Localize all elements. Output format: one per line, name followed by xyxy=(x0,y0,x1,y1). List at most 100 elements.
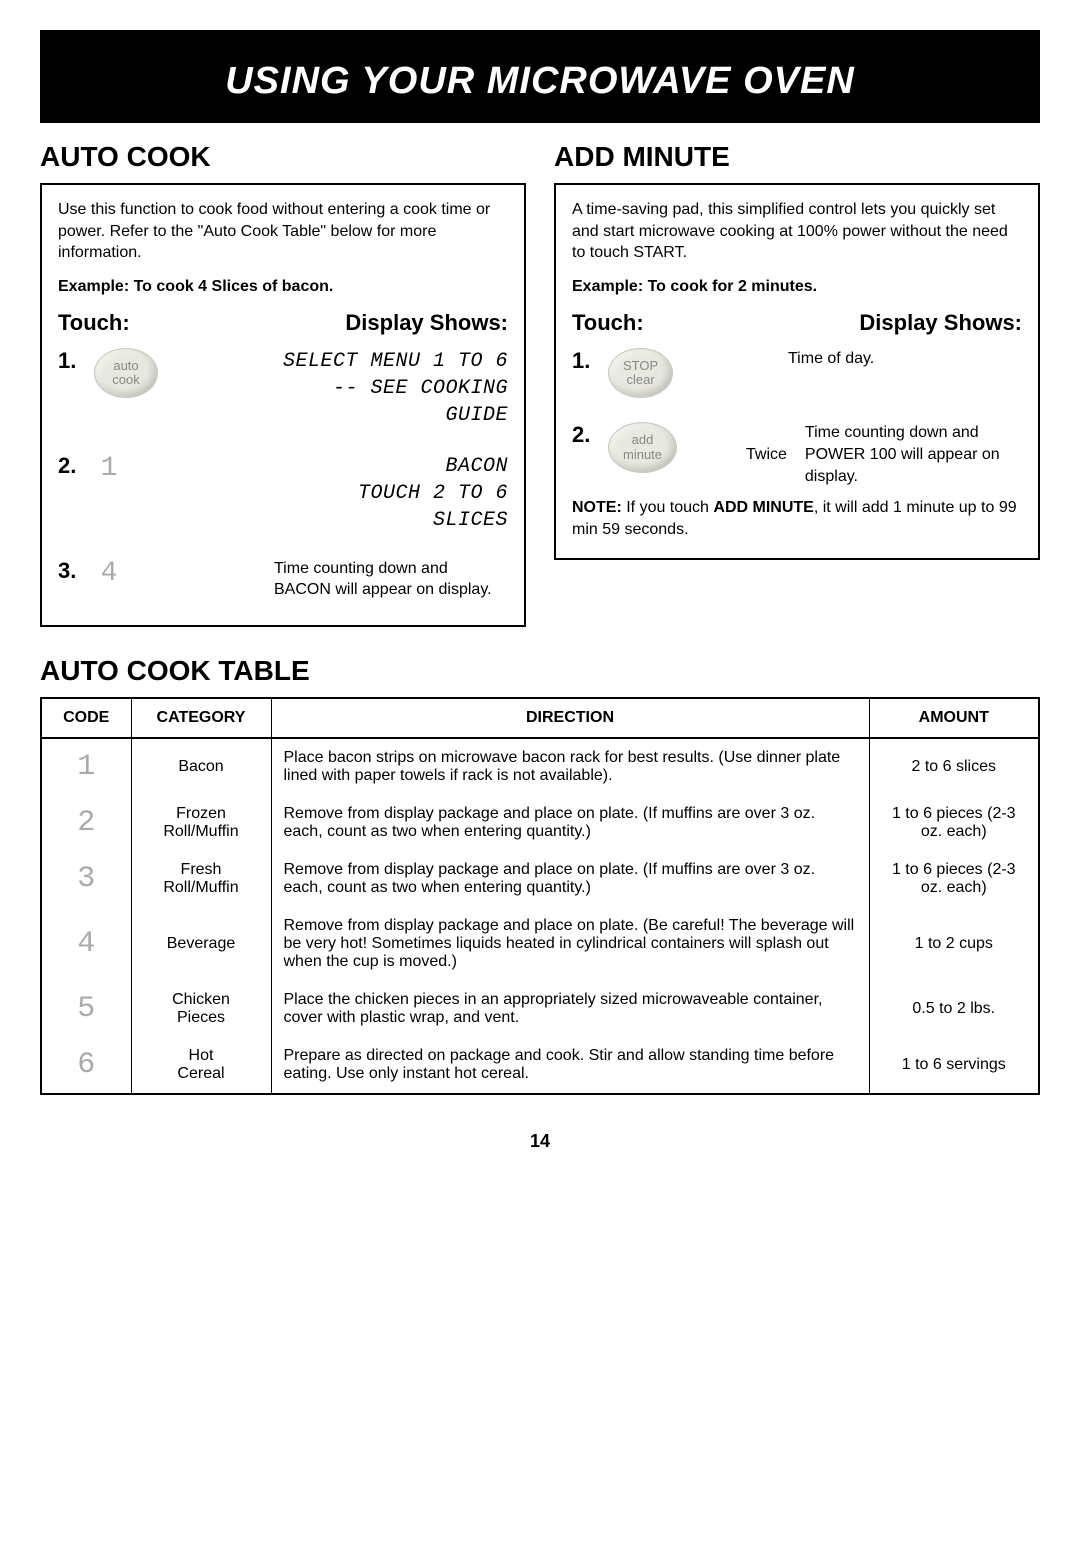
table-header-row: CODE CATEGORY DIRECTION AMOUNT xyxy=(41,698,1039,738)
twice-label: Twice xyxy=(746,446,787,464)
code-digit: 3 xyxy=(77,862,95,896)
cell-amount: 0.5 to 2 lbs. xyxy=(869,981,1039,1037)
cell-direction: Place the chicken pieces in an appropria… xyxy=(271,981,869,1037)
auto-cook-step: 2. 1 BACON TOUCH 2 TO 6 SLICES xyxy=(58,453,508,534)
cell-code: 6 xyxy=(41,1037,131,1094)
code-digit: 6 xyxy=(77,1048,95,1082)
cell-direction: Place bacon strips on microwave bacon ra… xyxy=(271,738,869,795)
touch-header: Touch: xyxy=(572,310,644,336)
auto-cook-step: 1. auto cook SELECT MENU 1 TO 6 -- SEE C… xyxy=(58,348,508,429)
cell-code: 2 xyxy=(41,795,131,851)
cell-amount: 1 to 2 cups xyxy=(869,907,1039,981)
add-minute-step: 2. add minute Twice Time counting down a… xyxy=(572,422,1022,487)
table-row: 2 FrozenRoll/MuffinRemove from display pa… xyxy=(41,795,1039,851)
stop-clear-pad: STOP clear xyxy=(608,348,673,399)
step-number: 2. xyxy=(58,453,84,479)
add-minute-headers: Touch: Display Shows: xyxy=(572,310,1022,336)
th-direction: DIRECTION xyxy=(271,698,869,738)
auto-cook-box: Use this function to cook food without e… xyxy=(40,183,526,627)
table-row: 3 FreshRoll/MuffinRemove from display pac… xyxy=(41,851,1039,907)
add-minute-intro: A time-saving pad, this simplified contr… xyxy=(572,199,1022,264)
two-column-section: AUTO COOK Use this function to cook food… xyxy=(40,141,1040,627)
cell-amount: 2 to 6 slices xyxy=(869,738,1039,795)
cell-code: 5 xyxy=(41,981,131,1037)
pad-line: STOP xyxy=(623,358,658,373)
segment-display-line: TOUCH 2 TO 6 SLICES xyxy=(358,482,508,532)
cell-amount: 1 to 6 pieces (2-3 oz. each) xyxy=(869,851,1039,907)
cell-category: FreshRoll/Muffin xyxy=(131,851,271,907)
cell-category: ChickenPieces xyxy=(131,981,271,1037)
auto-cook-column: AUTO COOK Use this function to cook food… xyxy=(40,141,526,627)
th-amount: AMOUNT xyxy=(869,698,1039,738)
add-minute-box: A time-saving pad, this simplified contr… xyxy=(554,183,1040,560)
add-minute-note: NOTE: If you touch ADD MINUTE, it will a… xyxy=(572,497,1022,540)
cell-category: Beverage xyxy=(131,907,271,981)
step-number: 3. xyxy=(58,558,84,584)
cell-amount: 1 to 6 pieces (2-3 oz. each) xyxy=(869,795,1039,851)
touch-cell: 1 xyxy=(94,453,264,484)
keypad-digit: 1 xyxy=(94,453,124,484)
code-digit: 4 xyxy=(77,927,95,961)
display-header: Display Shows: xyxy=(345,310,508,336)
page-number: 14 xyxy=(40,1131,1040,1152)
add-minute-title: ADD MINUTE xyxy=(554,141,1040,173)
code-digit: 1 xyxy=(77,750,95,784)
touch-cell: 4 xyxy=(94,558,264,589)
note-text: If you touch xyxy=(622,499,714,516)
cell-direction: Remove from display package and place on… xyxy=(271,795,869,851)
th-category: CATEGORY xyxy=(131,698,271,738)
note-bold: ADD MINUTE xyxy=(713,499,813,516)
add-minute-example: Example: To cook for 2 minutes. xyxy=(572,278,1022,296)
step-number: 1. xyxy=(58,348,84,374)
keypad-digit: 4 xyxy=(94,558,124,589)
cell-code: 3 xyxy=(41,851,131,907)
pad-line: clear xyxy=(626,372,654,387)
display-cell: SELECT MENU 1 TO 6 -- SEE COOKING GUIDE xyxy=(274,348,508,429)
display-cell: BACON TOUCH 2 TO 6 SLICES xyxy=(274,453,508,534)
auto-cook-table-title: AUTO COOK TABLE xyxy=(40,655,1040,687)
cell-amount: 1 to 6 servings xyxy=(869,1037,1039,1094)
cell-direction: Remove from display package and place on… xyxy=(271,851,869,907)
th-code: CODE xyxy=(41,698,131,738)
auto-cook-title: AUTO COOK xyxy=(40,141,526,173)
touch-cell: STOP clear xyxy=(608,348,778,399)
segment-display-line: -- SEE COOKING GUIDE xyxy=(333,377,508,427)
code-digit: 2 xyxy=(77,806,95,840)
add-minute-column: ADD MINUTE A time-saving pad, this simpl… xyxy=(554,141,1040,627)
cell-category: Bacon xyxy=(131,738,271,795)
cell-direction: Prepare as directed on package and cook.… xyxy=(271,1037,869,1094)
note-bold: NOTE: xyxy=(572,499,622,516)
auto-cook-example: Example: To cook 4 Slices of bacon. xyxy=(58,278,508,296)
display-cell: Time counting down and BACON will appear… xyxy=(274,558,508,601)
pad-line: minute xyxy=(623,447,662,462)
auto-cook-step: 3. 4 Time counting down and BACON will a… xyxy=(58,558,508,601)
cell-category: FrozenRoll/Muffin xyxy=(131,795,271,851)
cell-code: 4 xyxy=(41,907,131,981)
display-header: Display Shows: xyxy=(859,310,1022,336)
pad-line: add xyxy=(632,432,654,447)
page-header: USING YOUR MICROWAVE OVEN xyxy=(40,60,1040,103)
display-cell: Time counting down and POWER 100 will ap… xyxy=(805,422,1022,487)
step-number: 1. xyxy=(572,348,598,374)
pad-line: auto xyxy=(113,358,138,373)
table-row: 5 ChickenPiecesPlace the chicken pieces i… xyxy=(41,981,1039,1037)
segment-display-line: SELECT MENU 1 TO 6 xyxy=(283,350,508,373)
touch-cell: auto cook xyxy=(94,348,264,399)
table-row: 6 HotCerealPrepare as directed on package… xyxy=(41,1037,1039,1094)
cell-direction: Remove from display package and place on… xyxy=(271,907,869,981)
cell-category: HotCereal xyxy=(131,1037,271,1094)
segment-display-line: BACON xyxy=(445,455,508,478)
touch-cell: add minute xyxy=(608,422,728,473)
add-minute-step: 1. STOP clear Time of day. xyxy=(572,348,1022,399)
table-row: 4 BeverageRemove from display package and… xyxy=(41,907,1039,981)
auto-cook-table-wrap: CODE CATEGORY DIRECTION AMOUNT 1BaconPla… xyxy=(40,697,1040,1095)
touch-header: Touch: xyxy=(58,310,130,336)
code-digit: 5 xyxy=(77,992,95,1026)
auto-cook-headers: Touch: Display Shows: xyxy=(58,310,508,336)
pad-line: cook xyxy=(112,372,139,387)
display-cell: Time of day. xyxy=(788,348,1022,370)
step-number: 2. xyxy=(572,422,598,448)
auto-cook-pad: auto cook xyxy=(94,348,158,399)
cell-code: 1 xyxy=(41,738,131,795)
header-band: USING YOUR MICROWAVE OVEN xyxy=(40,30,1040,123)
